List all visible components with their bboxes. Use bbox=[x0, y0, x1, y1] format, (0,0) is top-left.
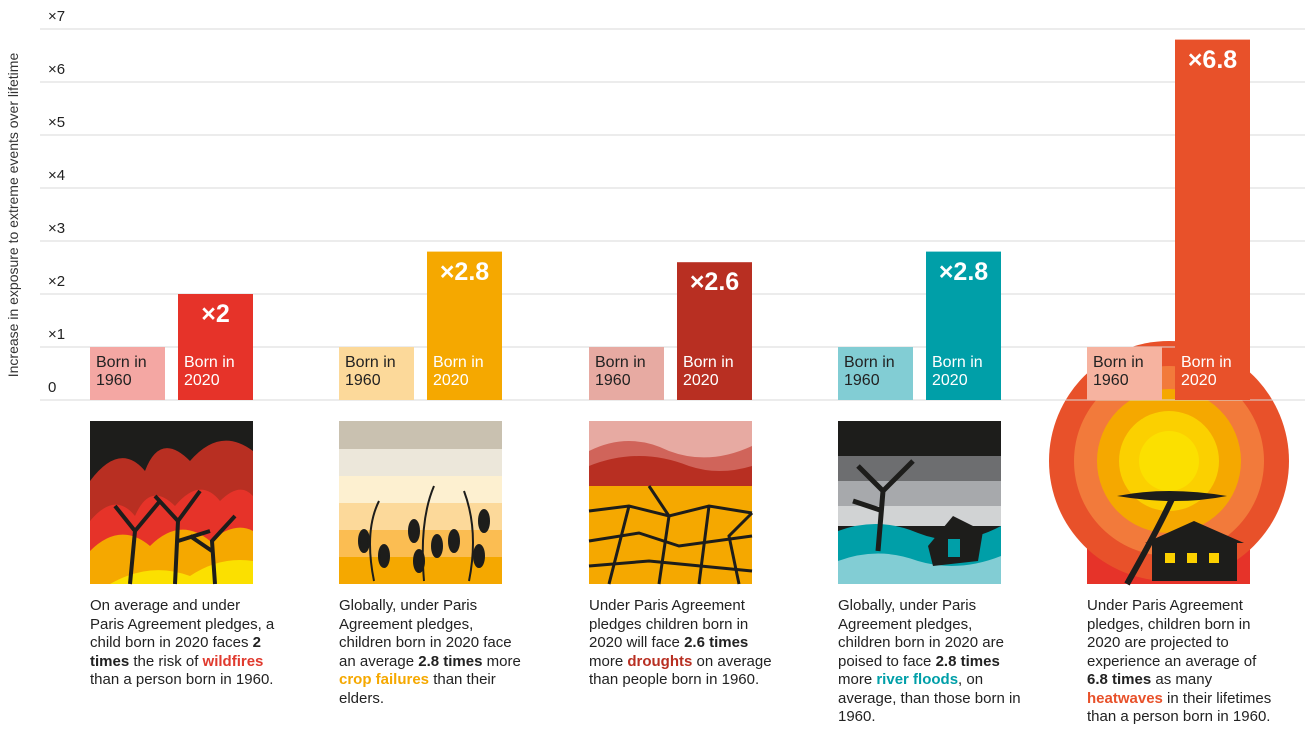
value-label: ×2.8 bbox=[938, 257, 989, 286]
bar bbox=[926, 251, 1001, 400]
value-label: ×2 bbox=[201, 300, 230, 328]
value-label: ×2.8 bbox=[439, 257, 490, 286]
value-label: ×2.6 bbox=[689, 268, 740, 297]
y-tick-label: ×3 bbox=[48, 220, 65, 237]
caption-text: in their lifetimes than a person born in… bbox=[1087, 689, 1272, 726]
y-tick-label: ×4 bbox=[48, 167, 65, 184]
caption-text: 2.8 times bbox=[935, 652, 1000, 670]
caption-text: 2.6 times bbox=[684, 634, 749, 651]
caption-text: more bbox=[838, 671, 877, 688]
bar bbox=[90, 347, 165, 400]
crop-icon bbox=[339, 421, 502, 584]
value-label: ×6.8 bbox=[1187, 45, 1238, 74]
caption-text: wildfires bbox=[202, 652, 264, 670]
caption: On average and under Paris Agreement ple… bbox=[90, 597, 278, 690]
bar bbox=[838, 347, 913, 400]
bar-label: Born in 1960 bbox=[844, 354, 895, 389]
caption-text: than a person born in 1960. bbox=[90, 671, 274, 688]
bar bbox=[1175, 39, 1250, 400]
caption: Globally, under Paris Agreement pledges,… bbox=[339, 597, 527, 708]
y-tick-label: ×1 bbox=[48, 326, 65, 343]
caption-text: Globally, under Paris Agreement pledges,… bbox=[838, 597, 1004, 670]
bar bbox=[339, 347, 414, 400]
bar bbox=[1087, 347, 1162, 400]
caption: Under Paris Agreement pledges, children … bbox=[1087, 597, 1275, 727]
caption-text: heatwaves bbox=[1087, 689, 1163, 707]
caption-text: Globally, under Paris Agreement pledges,… bbox=[339, 597, 512, 670]
caption-text: on average than people born in 1960. bbox=[589, 652, 772, 689]
bar-label: Born in 1960 bbox=[1093, 354, 1144, 389]
caption-text: 6.8 times bbox=[1087, 671, 1152, 688]
heatwave-icon bbox=[1049, 341, 1289, 586]
caption-text: , on average, than those born in 1960. bbox=[838, 671, 1021, 725]
caption-text: crop failures bbox=[339, 671, 430, 688]
caption-text: river floods bbox=[876, 671, 959, 688]
caption-text: more bbox=[482, 652, 521, 670]
y-tick-label: ×5 bbox=[48, 114, 65, 131]
bar-label: Born in 2020 bbox=[184, 354, 235, 389]
caption-text: as many bbox=[1151, 671, 1213, 688]
y-tick-label: ×2 bbox=[48, 273, 65, 290]
bar bbox=[677, 262, 752, 400]
y-tick-label: ×6 bbox=[48, 61, 65, 78]
flood-icon bbox=[838, 421, 1001, 584]
caption-text: the risk of bbox=[129, 652, 203, 670]
caption-text: more bbox=[589, 652, 628, 670]
caption: Under Paris Agreement pledges children b… bbox=[589, 597, 777, 690]
bar-label: Born in 1960 bbox=[96, 354, 147, 389]
bar-label: Born in 1960 bbox=[595, 354, 646, 389]
caption-text: 2 times bbox=[90, 634, 261, 670]
bar-label: Born in 2020 bbox=[683, 354, 734, 389]
wildfire-icon bbox=[90, 421, 253, 585]
caption-text: than their elders. bbox=[339, 671, 496, 707]
drought-icon bbox=[588, 421, 754, 585]
caption-text: droughts bbox=[627, 652, 693, 670]
bar-label: Born in 2020 bbox=[433, 354, 484, 389]
bar-label: Born in 2020 bbox=[932, 354, 983, 389]
y-tick-label: 0 bbox=[48, 379, 56, 396]
caption: Globally, under Paris Agreement pledges,… bbox=[838, 597, 1026, 727]
caption-text: Under Paris Agreement pledges, children … bbox=[1087, 597, 1257, 670]
y-tick-label: ×7 bbox=[48, 8, 65, 25]
caption-text: On average and under Paris Agreement ple… bbox=[90, 597, 275, 651]
bar-label: Born in 1960 bbox=[345, 354, 396, 389]
bar bbox=[427, 251, 502, 400]
y-axis-label: Increase in exposure to extreme events o… bbox=[5, 53, 21, 378]
caption-text: 2.8 times bbox=[418, 652, 483, 670]
bar bbox=[178, 294, 253, 400]
caption-text: Under Paris Agreement pledges children b… bbox=[589, 597, 749, 651]
bar bbox=[589, 347, 664, 400]
bar-label: Born in 2020 bbox=[1181, 354, 1232, 389]
